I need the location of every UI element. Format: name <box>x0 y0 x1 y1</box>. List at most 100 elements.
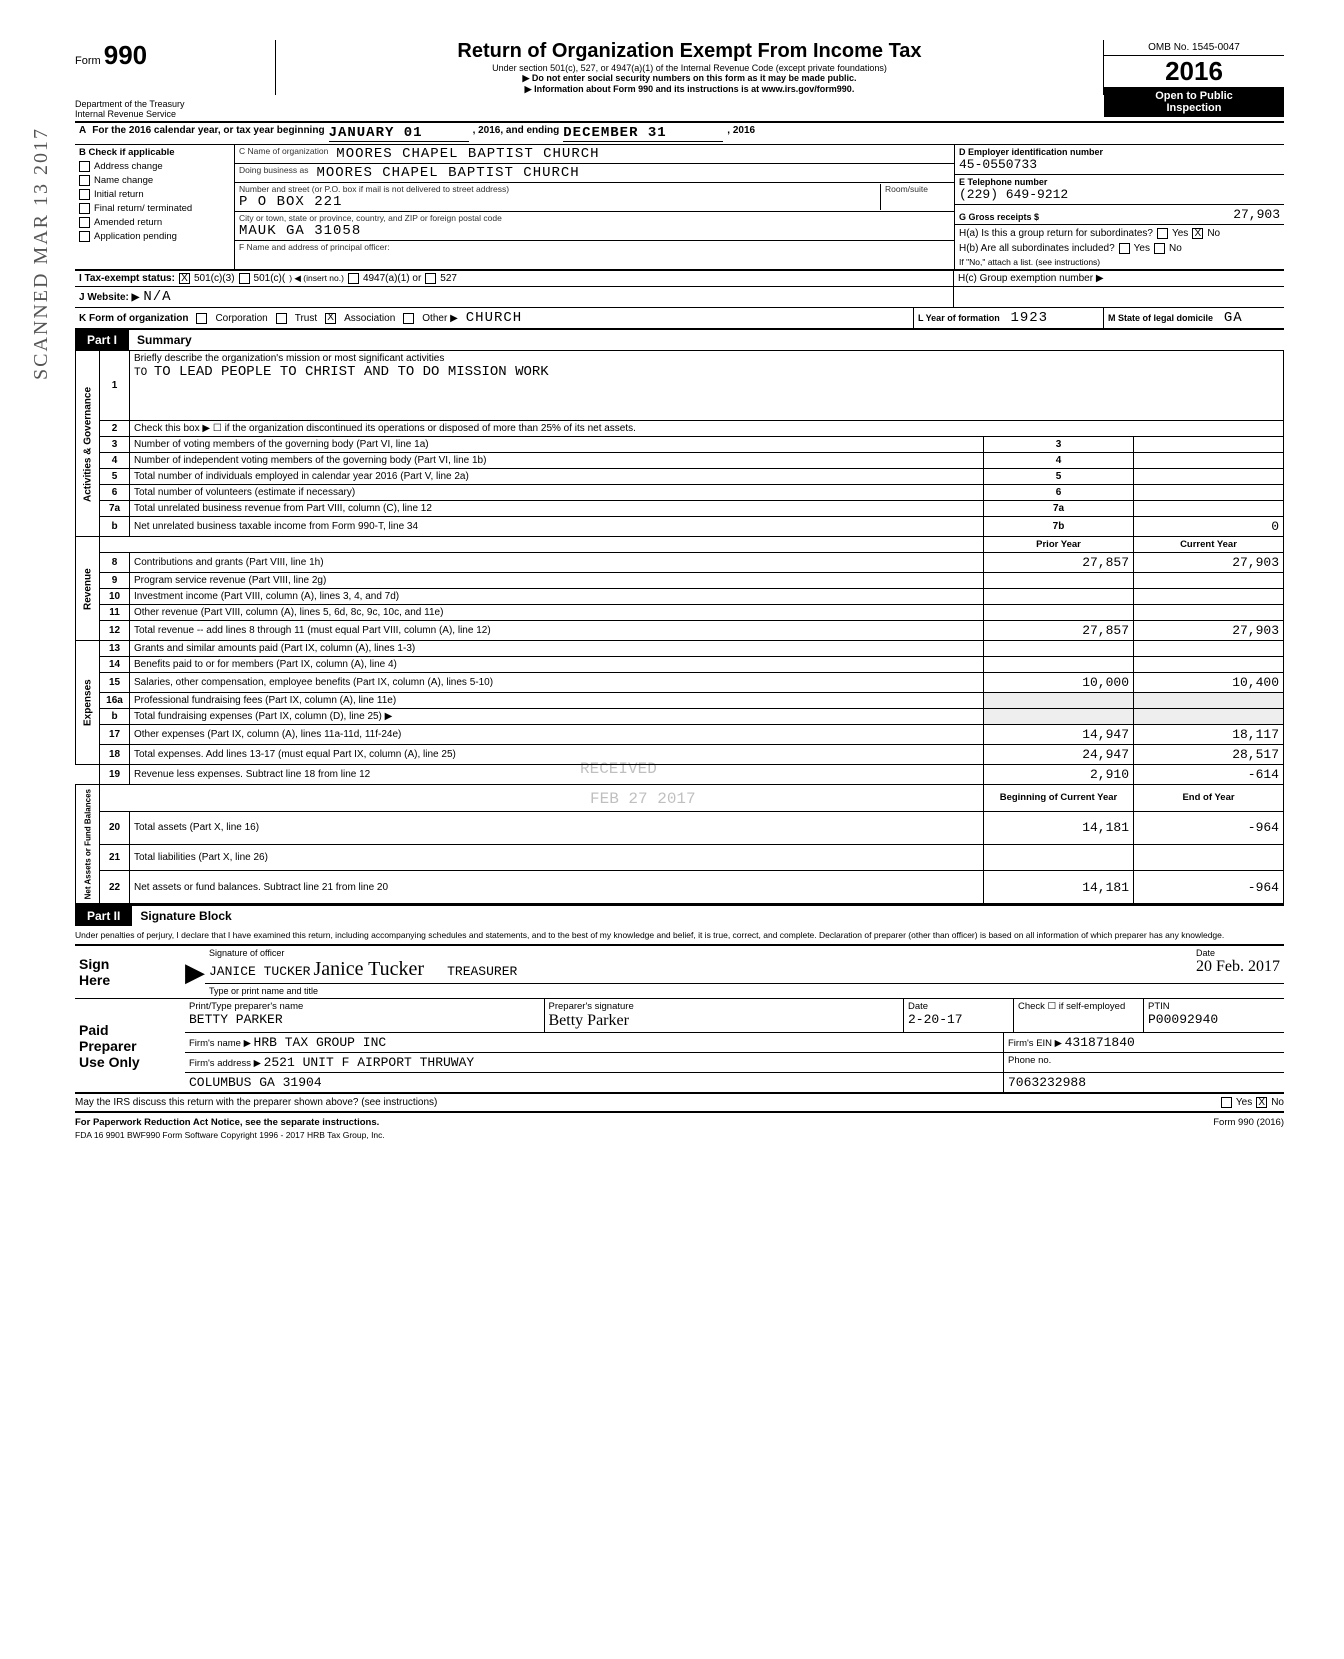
a-text1: For the 2016 calendar year, or tax year … <box>92 125 324 142</box>
officer-name: JANICE TUCKER <box>209 964 310 979</box>
val-8p: 27,857 <box>984 553 1134 573</box>
line-3: Number of voting members of the governin… <box>130 437 984 453</box>
line-16a: Professional fundraising fees (Part IX, … <box>130 693 984 709</box>
l-lbl: L Year of formation <box>918 313 1000 323</box>
prep-date-lbl: Date <box>908 1001 1009 1012</box>
phone: (229) 649-9212 <box>959 187 1280 202</box>
open-1: Open to Public <box>1104 90 1284 102</box>
sign-label: SignHere <box>75 946 185 998</box>
line-16b: Total fundraising expenses (Part IX, col… <box>130 709 984 725</box>
form-number: 990 <box>104 40 147 70</box>
year-formation: 1923 <box>1010 310 1048 326</box>
type-name-lbl: Type or print name and title <box>209 986 318 996</box>
addr-lbl: Firm's address ▶ <box>189 1058 261 1069</box>
tax-year: 2016 <box>1104 56 1284 87</box>
discuss-no[interactable]: X <box>1256 1097 1267 1108</box>
row-j: J Website: ▶N/A <box>75 287 1284 308</box>
ha-no[interactable]: X <box>1192 228 1203 239</box>
b-head: B Check if applicable <box>79 147 230 158</box>
firm-phone: 7063232988 <box>1008 1075 1086 1090</box>
val-22c: -964 <box>1134 871 1284 904</box>
chk-501c[interactable] <box>239 273 250 284</box>
val-18c: 28,517 <box>1134 745 1284 765</box>
chk-assoc[interactable]: X <box>325 313 336 324</box>
prep-label: Paid Preparer Use Only <box>75 999 185 1092</box>
val-8c: 27,903 <box>1134 553 1284 573</box>
firm-addr1: 2521 UNIT F AIRPORT THRUWAY <box>264 1055 475 1070</box>
form-id-footer: Form 990 (2016) <box>1213 1117 1284 1128</box>
hdr-prior: Prior Year <box>984 537 1134 553</box>
chk-final[interactable]: Final return/ terminated <box>79 203 230 214</box>
c-city: MAUK GA 31058 <box>239 223 950 239</box>
form-title: Return of Organization Exempt From Incom… <box>280 40 1099 63</box>
self-employed-check[interactable]: Check ☐ if self-employed <box>1014 999 1144 1032</box>
hb-no[interactable] <box>1154 243 1165 254</box>
c-city-lbl: City or town, state or province, country… <box>239 213 950 223</box>
preparer-signature: Betty Parker <box>549 1012 900 1030</box>
a-label: A <box>79 125 86 142</box>
val-19c: -614 <box>1134 765 1284 785</box>
chk-corp[interactable] <box>196 313 207 324</box>
line-7b: Net unrelated business taxable income fr… <box>130 517 984 537</box>
hb-yes[interactable] <box>1119 243 1130 254</box>
chk-other[interactable] <box>403 313 414 324</box>
hb-note: If "No," attach a list. (see instruction… <box>959 257 1280 267</box>
block-bcd: B Check if applicable Address change Nam… <box>75 145 1284 270</box>
chk-amended[interactable]: Amended return <box>79 217 230 228</box>
c-street: P O BOX 221 <box>239 194 872 210</box>
col-c: C Name of organization MOORES CHAPEL BAPT… <box>235 145 954 269</box>
omb: OMB No. 1545-0047 <box>1104 40 1284 56</box>
firm-name: HRB TAX GROUP INC <box>254 1035 387 1050</box>
g-block: G Gross receipts $27,903 <box>955 205 1284 225</box>
ha-yes[interactable] <box>1157 228 1168 239</box>
val-17p: 14,947 <box>984 725 1134 745</box>
line-21: Total liabilities (Part X, line 26) <box>130 844 984 871</box>
chk-initial[interactable]: Initial return <box>79 189 230 200</box>
val-7b: 0 <box>1134 517 1284 537</box>
col-deg: D Employer identification number45-05507… <box>954 145 1284 269</box>
line-1: Briefly describe the organization's miss… <box>130 351 1284 421</box>
chk-527[interactable] <box>425 273 436 284</box>
section-expenses: Expenses <box>76 641 100 765</box>
c-name: MOORES CHAPEL BAPTIST CHURCH <box>336 146 599 162</box>
line-9: Program service revenue (Part VIII, line… <box>130 573 984 589</box>
chk-address[interactable]: Address change <box>79 161 230 172</box>
chk-name[interactable]: Name change <box>79 175 230 186</box>
hdr-boy: Beginning of Current Year <box>984 785 1134 812</box>
ein-lbl: Firm's EIN ▶ <box>1008 1038 1062 1049</box>
prep-sig-lbl: Preparer's signature <box>549 1001 900 1012</box>
form-sub2: ▶ Do not enter social security numbers o… <box>280 73 1099 84</box>
section-revenue: Revenue <box>76 537 100 641</box>
ptin-lbl: PTIN <box>1148 1001 1280 1012</box>
line-10: Investment income (Part VIII, column (A)… <box>130 589 984 605</box>
firm-ein: 431871840 <box>1065 1035 1135 1050</box>
chk-pending[interactable]: Application pending <box>79 231 230 242</box>
chk-trust[interactable] <box>276 313 287 324</box>
val-15c: 10,400 <box>1134 673 1284 693</box>
preparer-name: BETTY PARKER <box>189 1012 540 1027</box>
ha-lbl: H(a) Is this a group return for subordin… <box>959 228 1153 239</box>
part-i-header: Part I Summary <box>75 330 1284 350</box>
c-name-lbl: C Name of organization <box>239 146 328 162</box>
open-inspection: Open to Public Inspection <box>1104 87 1284 117</box>
sig-date-lbl: Date <box>1196 948 1280 958</box>
line-18: Total expenses. Add lines 13-17 (must eq… <box>130 745 984 765</box>
discuss-yes[interactable] <box>1221 1097 1232 1108</box>
hdr-eoy: End of Year <box>1134 785 1284 812</box>
paid-preparer: Paid Preparer Use Only Print/Type prepar… <box>75 999 1284 1094</box>
chk-4947[interactable] <box>348 273 359 284</box>
d-block: D Employer identification number45-05507… <box>955 145 1284 175</box>
val-20c: -964 <box>1134 811 1284 844</box>
c-dba: MOORES CHAPEL BAPTIST CHURCH <box>316 165 579 181</box>
val-15p: 10,000 <box>984 673 1134 693</box>
discuss-row: May the IRS discuss this return with the… <box>75 1094 1284 1113</box>
m-lbl: M State of legal domicile <box>1108 313 1213 323</box>
col-b: B Check if applicable Address change Nam… <box>75 145 235 269</box>
row-i: I Tax-exempt status: X501(c)(3) 501(c)()… <box>75 270 1284 287</box>
line-11: Other revenue (Part VIII, column (A), li… <box>130 605 984 621</box>
chk-501c3[interactable]: X <box>179 273 190 284</box>
val-12c: 27,903 <box>1134 621 1284 641</box>
officer-title: TREASURER <box>447 964 517 979</box>
line-15: Salaries, other compensation, employee b… <box>130 673 984 693</box>
j-lbl: J Website: ▶ <box>79 292 139 303</box>
